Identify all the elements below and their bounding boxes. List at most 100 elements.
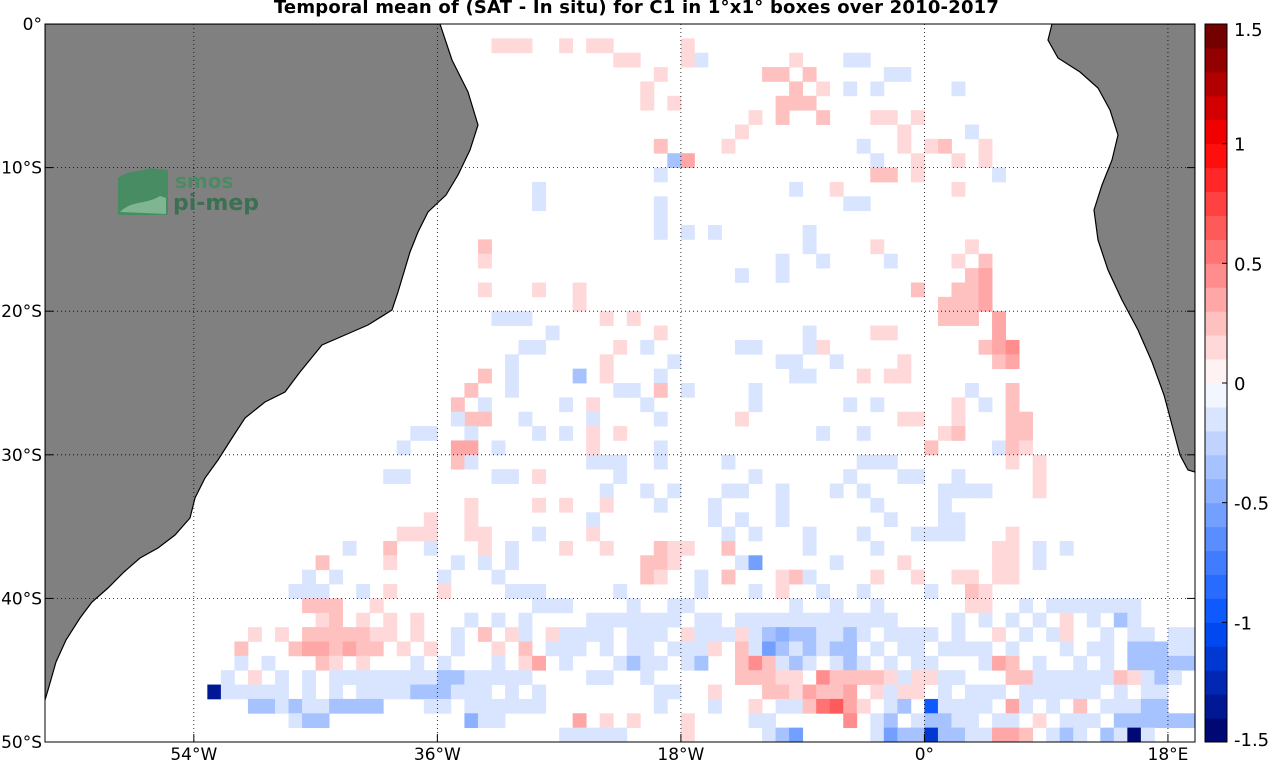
- heatmap-cell: [951, 483, 966, 499]
- heatmap-cell: [965, 124, 979, 140]
- heatmap-cell: [680, 598, 695, 614]
- heatmap-cell: [1181, 627, 1195, 642]
- heatmap-cell: [396, 469, 411, 484]
- heatmap-cell: [1086, 612, 1101, 628]
- heatmap-cell: [843, 627, 858, 642]
- heatmap-cell: [978, 641, 993, 657]
- heatmap-cell: [856, 584, 871, 599]
- colorbar-step: [1205, 550, 1227, 575]
- heatmap-cell: [653, 368, 668, 384]
- colorbar-step: [1205, 406, 1227, 432]
- heatmap-cell: [978, 483, 993, 499]
- heatmap-cell: [450, 555, 465, 571]
- heatmap-cell: [667, 483, 682, 499]
- heatmap-cell: [951, 411, 966, 427]
- heatmap-cell: [843, 684, 858, 700]
- heatmap-cell: [437, 698, 452, 714]
- heatmap-cell: [978, 397, 993, 413]
- heatmap-cell: [599, 368, 614, 384]
- heatmap-cell: [856, 612, 871, 628]
- heatmap-cell: [910, 469, 925, 484]
- heatmap-cell: [910, 153, 925, 168]
- heatmap-cell: [505, 698, 519, 714]
- heatmap-cell: [856, 454, 871, 470]
- heatmap-cell: [1005, 698, 1020, 714]
- heatmap-cell: [735, 612, 749, 628]
- heatmap-cell: [1127, 670, 1142, 685]
- heatmap-cell: [464, 383, 479, 398]
- heatmap-cell: [870, 569, 885, 585]
- heatmap-cell: [599, 483, 614, 499]
- heatmap-cell: [910, 282, 925, 298]
- heatmap-cell: [1140, 713, 1155, 729]
- heatmap-cell: [789, 181, 804, 197]
- heatmap-cell: [1005, 411, 1020, 427]
- heatmap-cell: [559, 655, 574, 671]
- heatmap-cell: [1100, 670, 1115, 685]
- heatmap-cell: [856, 138, 871, 154]
- heatmap-cell: [1046, 598, 1061, 614]
- heatmap-cell: [870, 670, 885, 685]
- heatmap-cell: [626, 713, 641, 729]
- heatmap-cell: [464, 440, 479, 456]
- heatmap-cell: [491, 713, 506, 729]
- heatmap-cell: [883, 670, 898, 685]
- heatmap-cell: [829, 483, 844, 499]
- heatmap-cell: [937, 483, 952, 499]
- heatmap-cell: [762, 727, 776, 742]
- heatmap-cell: [464, 497, 479, 513]
- heatmap-cell: [992, 727, 1006, 742]
- heatmap-cell: [897, 670, 912, 685]
- heatmap-cell: [870, 397, 885, 413]
- heatmap-cell: [1140, 627, 1155, 642]
- heatmap-cell: [735, 670, 749, 685]
- colorbar-tick-label: 1.5: [1234, 20, 1263, 41]
- heatmap-cell: [383, 584, 398, 599]
- heatmap-cell: [870, 81, 885, 97]
- lat-tick-label: 30°S: [1, 446, 42, 466]
- heatmap-cell: [762, 612, 776, 628]
- heatmap-cell: [883, 627, 898, 642]
- heatmap-cell: [329, 698, 344, 714]
- heatmap-cell: [897, 698, 912, 714]
- heatmap-cell: [653, 411, 668, 427]
- heatmap-cell: [924, 627, 939, 642]
- heatmap-cell: [897, 641, 912, 657]
- heatmap-cell: [680, 540, 695, 556]
- colorbar-step: [1205, 430, 1227, 456]
- heatmap-cell: [1181, 655, 1195, 671]
- heatmap-cell: [491, 641, 506, 657]
- heatmap-cell: [856, 52, 871, 68]
- heatmap-cell: [369, 684, 384, 700]
- lon-tick-label: 36°W: [414, 745, 461, 762]
- heatmap-cell: [965, 598, 979, 614]
- heatmap-cell: [789, 95, 804, 111]
- heatmap-cell: [883, 512, 898, 527]
- colorbar-step: [1205, 670, 1227, 695]
- heatmap-cell: [965, 483, 979, 499]
- heatmap-cell: [937, 497, 952, 513]
- heatmap-cell: [477, 282, 492, 298]
- heatmap-cell: [802, 698, 817, 714]
- heatmap-cell: [924, 670, 939, 685]
- heatmap-cell: [545, 598, 560, 614]
- heatmap-cell: [532, 181, 546, 197]
- heatmap-cell: [613, 454, 628, 470]
- heatmap-cell: [1059, 598, 1074, 614]
- heatmap-cell: [992, 713, 1006, 729]
- heatmap-cell: [775, 684, 790, 700]
- heatmap-cell: [829, 698, 844, 714]
- colorbar-step: [1205, 646, 1227, 671]
- heatmap-cell: [667, 612, 682, 628]
- heatmap-cell: [883, 713, 898, 729]
- heatmap-cell: [207, 684, 222, 700]
- heatmap-cell: [829, 354, 844, 370]
- heatmap-cell: [1154, 684, 1169, 700]
- heatmap-cell: [992, 627, 1006, 642]
- heatmap-cell: [491, 569, 506, 585]
- heatmap-cell: [315, 584, 330, 599]
- heatmap-cell: [288, 713, 303, 729]
- heatmap-cell: [1005, 713, 1020, 729]
- heatmap-cell: [883, 698, 898, 714]
- heatmap-cell: [667, 555, 682, 571]
